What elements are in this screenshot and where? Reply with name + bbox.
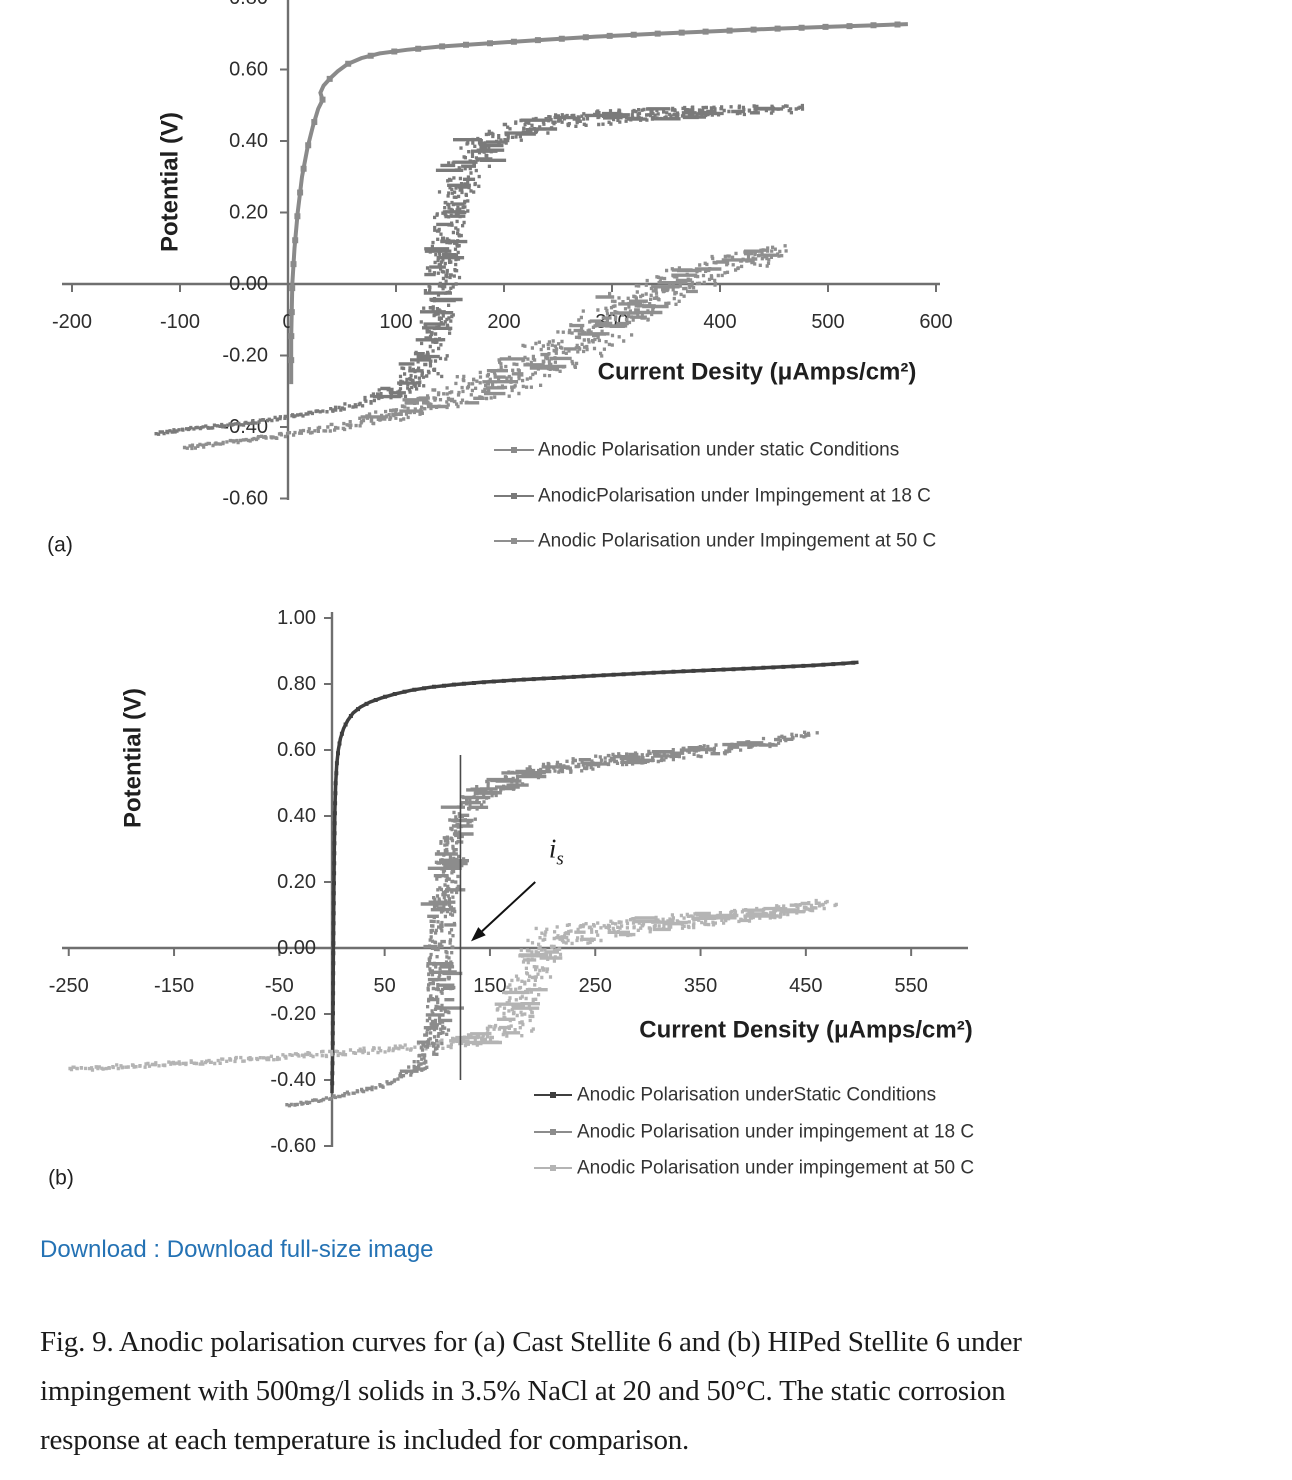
x-tick-label: -200 <box>52 311 92 333</box>
y-tick-label: -0.60 <box>222 488 268 510</box>
x-tick-label: 0 <box>282 311 293 333</box>
series-noisy-cloud <box>285 730 819 1108</box>
y-tick-label: 0.60 <box>229 59 268 81</box>
download-bar: Download : Download full-size image <box>40 1236 434 1264</box>
x-tick-label: -250 <box>49 975 89 997</box>
chart-b: -250 -150 -50 50 150 250 350 450 550 1.00 0.80 0.60… <box>48 607 974 1190</box>
y-tick-label: 0.00 <box>229 273 268 295</box>
x-axis-title: Current Density (μAmps/cm²) <box>639 1017 972 1044</box>
y-axis-title: Potential (V) <box>157 112 184 252</box>
series-noisy-cloud <box>68 898 838 1072</box>
download-full-size-link[interactable]: Download : Download full-size image <box>40 1236 434 1263</box>
is-arrowhead <box>470 927 486 942</box>
legend-entry-label: AnodicPolarisation under Impingement at … <box>538 486 931 507</box>
legend-marker <box>511 538 517 544</box>
y-axis-title: Potential (V) <box>120 688 147 828</box>
legend-marker <box>511 493 517 499</box>
y-tick-label: 0.80 <box>277 673 316 695</box>
y-tick-label: 0.20 <box>229 202 268 224</box>
series-noisy-cloud <box>154 103 805 436</box>
x-tick-label: -150 <box>154 975 194 997</box>
y-tick-label: 0.00 <box>277 937 316 959</box>
legend-entry-label: Anodic Polarisation under impingement at… <box>577 1122 974 1143</box>
is-annotation-label: is <box>549 833 564 869</box>
legend-entry-label: Anodic Polarisation under impingement at… <box>577 1158 974 1179</box>
panel-label: (a) <box>47 534 73 557</box>
x-tick-label: -50 <box>265 975 294 997</box>
x-tick-label: -100 <box>160 311 200 333</box>
caption-line-2: impingement with 500mg/l solids in 3.5% … <box>40 1375 1006 1407</box>
is-arrow-line <box>481 881 536 932</box>
x-tick-label: 500 <box>811 311 844 333</box>
series-line <box>330 660 859 1094</box>
figure-caption: Fig. 9. Anodic polarisation curves for (… <box>40 1318 1280 1465</box>
x-tick-label: 400 <box>703 311 736 333</box>
y-tick-label: 0.20 <box>277 871 316 893</box>
y-tick-label: -0.20 <box>270 1003 316 1025</box>
legend-marker <box>550 1165 556 1171</box>
x-tick-label: 100 <box>379 311 412 333</box>
legend-entry-label: Anodic Polarisation underStatic Conditio… <box>577 1085 936 1106</box>
x-tick-label: 550 <box>894 975 927 997</box>
y-tick-label: -0.20 <box>222 345 268 367</box>
y-tick-label: -0.60 <box>270 1135 316 1157</box>
x-axis-title: Current Desity (μAmps/cm²) <box>598 359 917 386</box>
legend-marker <box>550 1092 556 1098</box>
y-tick-label: 0.80 <box>229 0 268 9</box>
x-tick-label: 600 <box>919 311 952 333</box>
caption-line-1: Fig. 9. Anodic polarisation curves for (… <box>40 1326 1022 1358</box>
series-markers <box>288 21 901 364</box>
y-tick-label: 1.00 <box>277 607 316 629</box>
figure-image: -200-10001002003004005006000.800.600.400… <box>47 0 974 1190</box>
legend-marker <box>550 1129 556 1135</box>
y-tick-label: 0.40 <box>229 130 268 152</box>
y-tick-label: -0.40 <box>270 1069 316 1091</box>
legend-a: Anodic Polarisation under static Conditi… <box>494 440 936 552</box>
legend-entry-label: Anodic Polarisation under Impingement at… <box>538 531 936 552</box>
series-markers <box>330 660 856 1086</box>
x-tick-label: 200 <box>487 311 520 333</box>
legend-b: Anodic Polarisation underStatic Conditio… <box>534 1085 974 1179</box>
x-tick-label: 250 <box>579 975 612 997</box>
x-tick-label: 350 <box>684 975 717 997</box>
x-tick-label: 450 <box>789 975 822 997</box>
chart-a: -200-10001002003004005006000.800.600.400… <box>47 0 953 557</box>
caption-line-3: response at each temperature is included… <box>40 1424 690 1456</box>
y-tick-label: 0.60 <box>277 739 316 761</box>
legend-entry-label: Anodic Polarisation under static Conditi… <box>538 440 899 461</box>
series-noisy-cloud <box>182 244 788 451</box>
legend-marker <box>511 447 517 453</box>
y-tick-label: 0.40 <box>277 805 316 827</box>
panel-label: (b) <box>48 1167 74 1190</box>
polarisation-charts-svg: -200-10001002003004005006000.800.600.400… <box>47 0 974 1190</box>
x-tick-label: 150 <box>473 975 506 997</box>
x-tick-label: 50 <box>374 975 396 997</box>
